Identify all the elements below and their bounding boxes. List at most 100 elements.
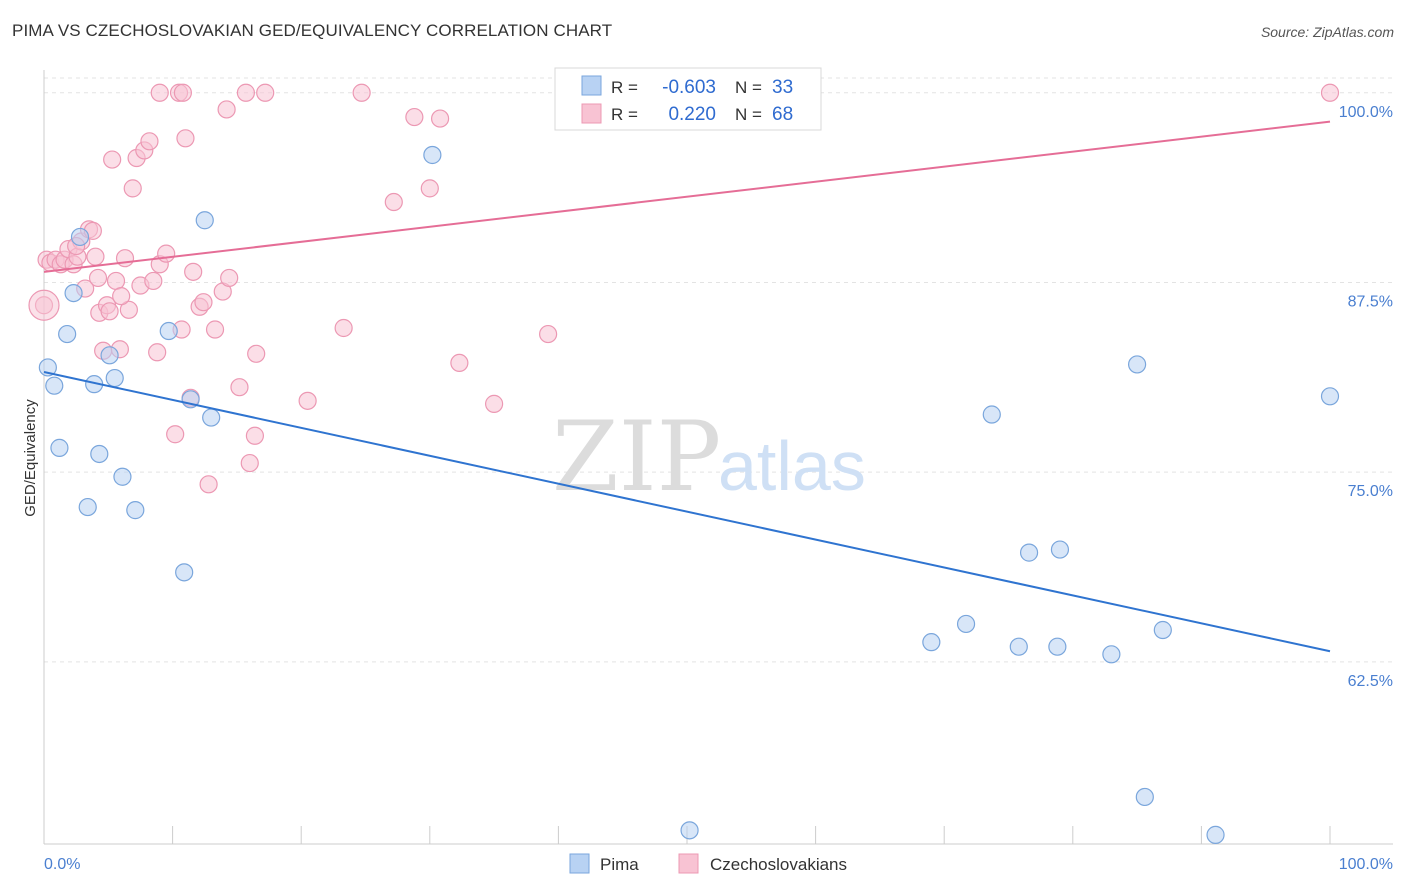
pima-point xyxy=(126,501,145,520)
czech-point xyxy=(157,244,176,263)
czech-point xyxy=(539,324,558,344)
czech-point xyxy=(166,425,185,444)
czech-point xyxy=(485,394,504,413)
czech-point xyxy=(450,353,469,373)
trendlines xyxy=(43,120,1331,653)
watermark-zip: ZIP xyxy=(552,401,721,513)
pima-point xyxy=(1127,355,1147,374)
legend-n-value-czech: 68 xyxy=(772,104,793,125)
czech-point xyxy=(384,192,403,212)
legend-r-value-czech: 0.220 xyxy=(668,104,716,125)
czech-point xyxy=(405,107,424,127)
pima-point xyxy=(1048,637,1067,656)
czech-point xyxy=(430,109,450,128)
pima-point xyxy=(78,497,97,517)
czech-point xyxy=(100,302,119,321)
pima-point xyxy=(195,211,214,230)
czech-point xyxy=(144,271,163,291)
czech-point xyxy=(88,268,108,288)
watermark-atlas: atlas xyxy=(718,427,866,505)
source-label: Source: ZipAtlas.com xyxy=(1260,24,1394,40)
pima-point xyxy=(1009,637,1028,656)
correlation-legend: R = -0.603 N = 33 R = 0.220 N = 68 xyxy=(554,67,822,131)
czech-points xyxy=(28,83,1340,494)
y-tick-label: 75.0% xyxy=(1348,483,1393,500)
czech-trend-line xyxy=(43,120,1331,273)
chart-title: PIMA VS CZECHOSLOVAKIAN GED/EQUIVALENCY … xyxy=(12,21,613,40)
series-legend-label-czech: Czechoslovakians xyxy=(710,855,847,874)
czech-point xyxy=(176,129,195,148)
series-legend-swatch-czech xyxy=(678,853,699,874)
czech-point xyxy=(112,287,131,306)
czech-point xyxy=(334,318,353,338)
pima-point xyxy=(1320,387,1340,406)
series-legend-label-pima: Pima xyxy=(600,855,639,874)
x-tick-labels: 0.0% 100.0% xyxy=(44,856,1393,873)
pima-point xyxy=(113,467,132,486)
pima-point xyxy=(922,633,941,652)
pima-point xyxy=(1153,620,1172,640)
pima-point xyxy=(50,438,69,457)
czech-point xyxy=(240,453,259,473)
czech-point xyxy=(148,343,167,362)
czech-point-large xyxy=(28,289,60,321)
pima-point xyxy=(423,145,442,165)
pima-point xyxy=(1206,825,1225,844)
pima-point xyxy=(64,283,83,303)
pima-point xyxy=(105,368,124,388)
y-axis-title: GED/Equivalency xyxy=(22,399,39,517)
czech-point xyxy=(247,344,266,363)
czech-point xyxy=(150,83,169,102)
pima-point xyxy=(38,358,57,377)
x-tick-label-min: 0.0% xyxy=(44,856,80,873)
legend-n-value-pima: 33 xyxy=(772,77,793,98)
pima-trend-line xyxy=(43,371,1331,653)
legend-r-value-pima: -0.603 xyxy=(662,77,716,98)
czech-point xyxy=(184,262,203,281)
legend-n-label-pima: N = xyxy=(735,78,762,97)
pima-point xyxy=(982,405,1001,424)
legend-r-label-czech: R = xyxy=(611,105,638,124)
pima-point xyxy=(90,444,109,464)
pima-point xyxy=(58,324,77,344)
pima-point xyxy=(159,321,178,341)
czech-point xyxy=(103,150,122,169)
pima-point xyxy=(680,821,699,840)
pima-point xyxy=(175,563,194,582)
y-tick-label: 87.5% xyxy=(1348,293,1393,310)
pima-point xyxy=(100,346,119,365)
y-tick-label: 100.0% xyxy=(1339,104,1393,121)
czech-point xyxy=(205,320,225,339)
pima-point xyxy=(202,408,221,427)
pima-point xyxy=(1135,787,1154,807)
y-tick-labels: 100.0% 87.5% 75.0% 62.5% xyxy=(1339,104,1393,690)
legend-n-label-czech: N = xyxy=(735,105,762,124)
czech-point xyxy=(106,271,126,291)
czech-point xyxy=(119,300,138,319)
czech-point xyxy=(123,179,142,198)
czech-point xyxy=(86,247,105,266)
pima-point xyxy=(1102,645,1121,664)
czech-point xyxy=(236,83,256,102)
czech-point xyxy=(115,249,135,268)
watermark: ZIP atlas xyxy=(552,401,866,513)
legend-r-label-pima: R = xyxy=(611,78,638,97)
czech-point xyxy=(230,378,249,397)
czech-point xyxy=(194,293,213,312)
pima-point xyxy=(1019,543,1039,562)
y-tick-label: 62.5% xyxy=(1348,673,1393,690)
czech-point xyxy=(245,426,265,445)
legend-swatch-pima xyxy=(581,75,602,96)
pima-point xyxy=(1050,540,1070,559)
czech-point xyxy=(220,268,239,288)
czech-point xyxy=(256,83,275,102)
czech-point xyxy=(173,83,192,102)
series-legend: Pima Czechoslovakians xyxy=(569,853,847,874)
pima-point xyxy=(45,376,64,395)
czech-point xyxy=(420,179,439,198)
czech-point xyxy=(217,100,236,119)
pima-point xyxy=(956,614,976,634)
series-legend-swatch-pima xyxy=(569,853,590,874)
legend-swatch-czech xyxy=(581,103,602,124)
